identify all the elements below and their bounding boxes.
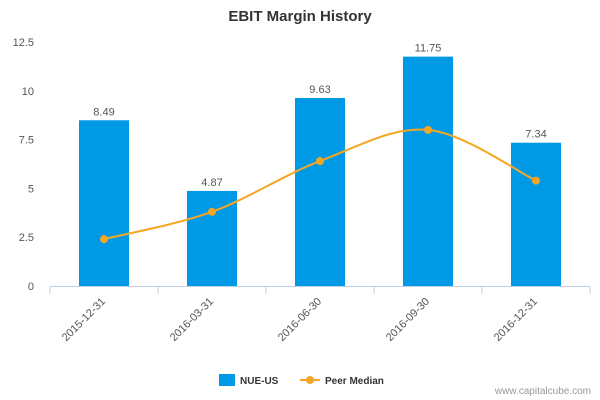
bar xyxy=(187,190,237,286)
chart-title: EBIT Margin History xyxy=(228,8,372,25)
legend-label: NUE-US xyxy=(240,376,279,387)
bar-data-label: 11.75 xyxy=(415,43,442,55)
bar-data-labels: 8.49 4.87 9.63 11.75 7.34 xyxy=(93,43,546,189)
bar-series xyxy=(79,56,561,286)
y-tick-label: 0 xyxy=(28,281,34,293)
peer-median-point xyxy=(424,125,432,134)
peer-median-point xyxy=(208,207,216,216)
bar-data-label: 8.49 xyxy=(93,106,114,118)
x-tick-label: 2016-03-31 xyxy=(168,296,216,344)
y-tick-label: 7.5 xyxy=(19,135,34,147)
bar xyxy=(511,142,561,286)
bar-data-label: 7.34 xyxy=(525,129,546,141)
x-tick-label: 2015-12-31 xyxy=(60,296,108,344)
bar xyxy=(79,120,129,286)
peer-median-series xyxy=(100,125,540,244)
bar-data-label: 4.87 xyxy=(201,177,222,189)
legend-label: Peer Median xyxy=(325,376,384,387)
bar xyxy=(295,98,345,286)
legend-swatch-bar xyxy=(219,374,235,386)
y-tick-label: 5 xyxy=(28,183,34,195)
legend: NUE-US Peer Median xyxy=(219,374,384,387)
y-tick-label: 10 xyxy=(22,86,34,98)
y-tick-label: 2.5 xyxy=(19,232,34,244)
legend-swatch-marker xyxy=(306,376,314,384)
x-tick-label: 2016-09-30 xyxy=(384,296,432,344)
peer-median-point xyxy=(532,176,540,185)
bar-data-label: 9.63 xyxy=(309,84,330,96)
peer-median-point xyxy=(316,157,324,166)
y-tick-label: 12.5 xyxy=(13,37,34,49)
y-axis-ticks: 0 2.5 5 7.5 10 12.5 xyxy=(13,37,34,293)
watermark-text: www.capitalcube.com xyxy=(494,386,591,397)
x-axis: 2015-12-31 2016-03-31 2016-06-30 2016-09-30… xyxy=(49,286,591,344)
x-tick-label: 2016-12-31 xyxy=(492,296,540,344)
x-tick-label: 2016-06-30 xyxy=(276,296,324,344)
peer-median-point xyxy=(100,235,108,244)
bar xyxy=(403,56,453,286)
